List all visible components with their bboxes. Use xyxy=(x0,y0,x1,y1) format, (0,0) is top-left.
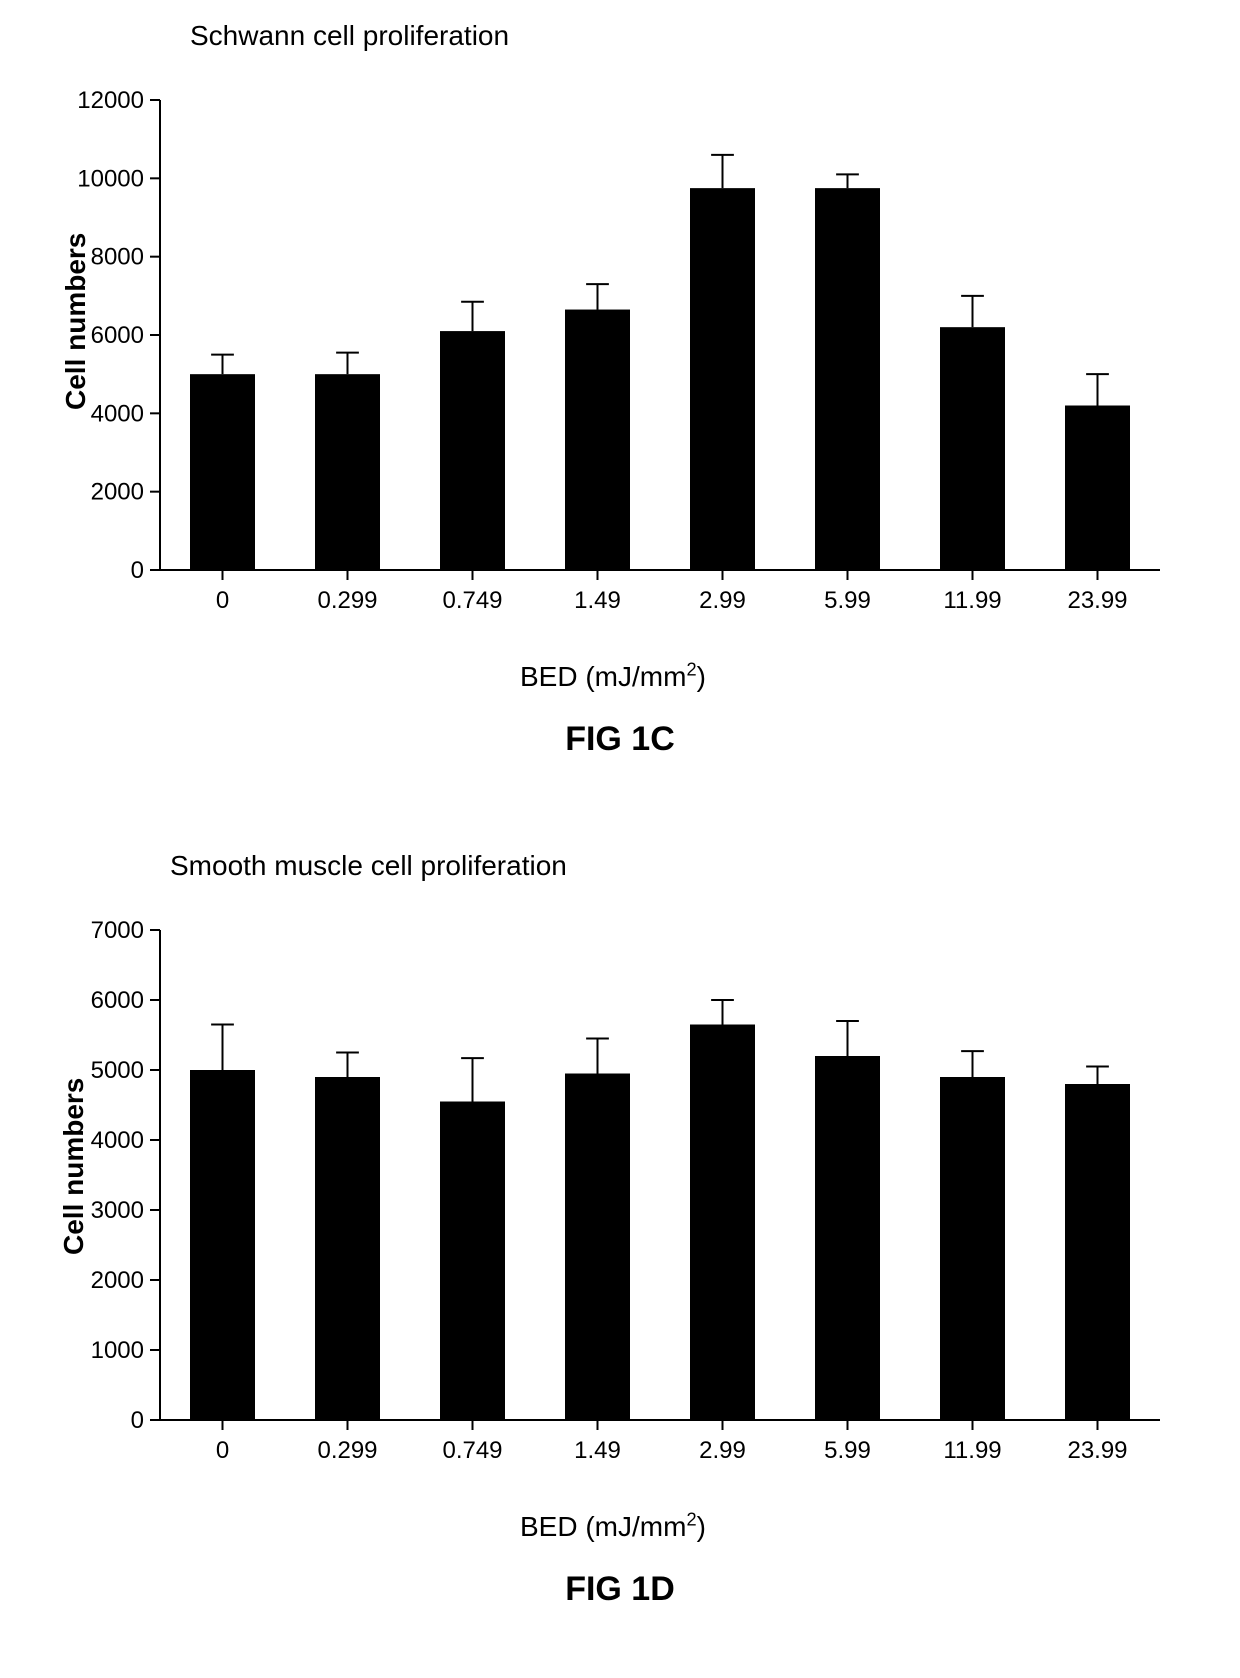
bar xyxy=(815,1056,880,1420)
xlabel-1d: BED (mJ/mm2) xyxy=(520,1510,706,1543)
svg-text:5000: 5000 xyxy=(91,1057,144,1084)
svg-text:10000: 10000 xyxy=(77,165,144,192)
bar xyxy=(940,327,1005,570)
x-tick-label: 0 xyxy=(216,587,229,614)
bar xyxy=(940,1077,1005,1420)
svg-text:2000: 2000 xyxy=(91,479,144,506)
bar xyxy=(190,1070,255,1420)
panel-fig1c: Schwann cell proliferation Cell numbers … xyxy=(40,20,1200,790)
svg-text:6000: 6000 xyxy=(91,322,144,349)
x-tick-label: 0.749 xyxy=(442,587,502,614)
bar xyxy=(440,1102,505,1421)
x-tick-label: 0.299 xyxy=(317,587,377,614)
svg-text:1000: 1000 xyxy=(91,1337,144,1364)
chart-svg-1d: 0 1000 2000 3000 4000 5000 6000 7000 0 0.299 0.749… xyxy=(40,890,1200,1470)
svg-text:7000: 7000 xyxy=(91,917,144,944)
bar xyxy=(690,188,755,570)
bar xyxy=(690,1025,755,1421)
x-tick-label: 0.749 xyxy=(442,1437,502,1464)
svg-text:6000: 6000 xyxy=(91,987,144,1014)
bar xyxy=(190,374,255,570)
x-tick-label: 11.99 xyxy=(943,1437,1001,1464)
bar xyxy=(815,188,880,570)
chart-title-1c: Schwann cell proliferation xyxy=(190,20,509,52)
svg-text:12000: 12000 xyxy=(77,87,144,114)
x-tick-label: 1.49 xyxy=(574,1437,621,1464)
bar xyxy=(1065,1084,1130,1420)
x-tick-label: 2.99 xyxy=(699,587,746,614)
svg-text:8000: 8000 xyxy=(91,244,144,271)
xlabel-text-1d: BED (mJ/mm2) xyxy=(520,1511,706,1542)
bar xyxy=(440,331,505,570)
x-tick-label: 0.299 xyxy=(317,1437,377,1464)
chart-title-1d: Smooth muscle cell proliferation xyxy=(170,850,567,882)
bar xyxy=(565,1074,630,1421)
fig-label-1c: FIG 1C xyxy=(40,720,1200,759)
x-tick-label: 23.99 xyxy=(1067,587,1127,614)
xlabel-text-1c: BED (mJ/mm2) xyxy=(520,661,706,692)
fig-label-1d: FIG 1D xyxy=(40,1570,1200,1609)
x-tick-label: 0 xyxy=(216,1437,229,1464)
svg-text:3000: 3000 xyxy=(91,1197,144,1224)
x-tick-label: 1.49 xyxy=(574,587,621,614)
chart-svg-1c: 0 2000 4000 6000 8000 10000 12000 0 0.299 0.749 1.… xyxy=(40,60,1200,620)
svg-text:4000: 4000 xyxy=(91,1127,144,1154)
bar xyxy=(315,1077,380,1420)
svg-text:0: 0 xyxy=(131,1407,144,1434)
bar xyxy=(1065,406,1130,571)
xlabel-1c: BED (mJ/mm2) xyxy=(520,660,706,693)
x-tick-label: 5.99 xyxy=(824,1437,871,1464)
bar xyxy=(315,374,380,570)
bar xyxy=(565,310,630,570)
x-tick-label: 11.99 xyxy=(943,587,1001,614)
x-tick-label: 2.99 xyxy=(699,1437,746,1464)
panel-fig1d: Smooth muscle cell proliferation Cell nu… xyxy=(40,850,1200,1660)
svg-text:2000: 2000 xyxy=(91,1267,144,1294)
page: Schwann cell proliferation Cell numbers … xyxy=(0,0,1240,1678)
svg-text:4000: 4000 xyxy=(91,400,144,427)
svg-text:0: 0 xyxy=(131,557,144,584)
x-tick-label: 23.99 xyxy=(1067,1437,1127,1464)
x-tick-label: 5.99 xyxy=(824,587,871,614)
